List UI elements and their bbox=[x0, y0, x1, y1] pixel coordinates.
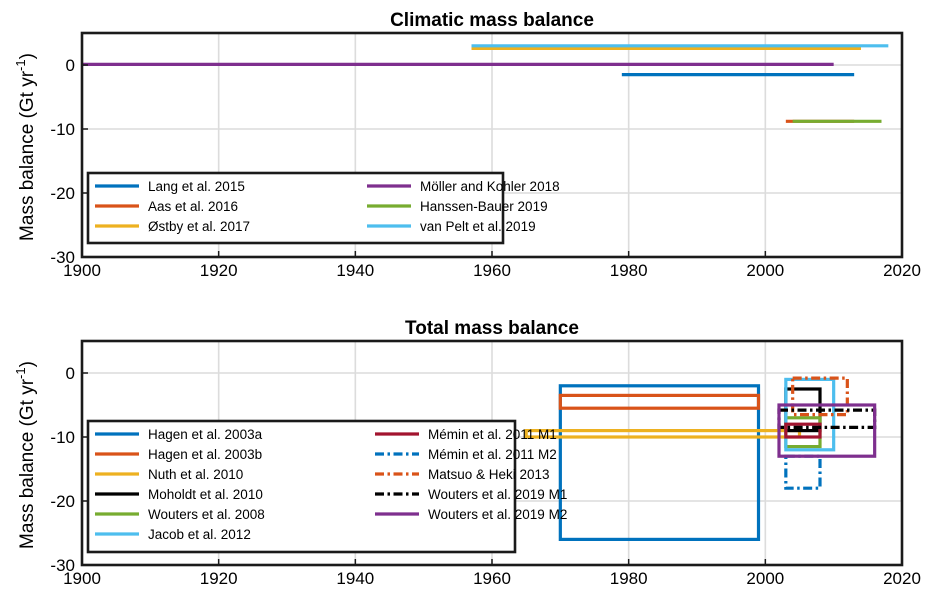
x-tick-label: 1920 bbox=[200, 569, 238, 588]
legend: Lang et al. 2015 Aas et al. 2016 Østby et … bbox=[86, 171, 560, 245]
legend-box bbox=[86, 171, 505, 245]
legend-label: Mémin et al. 2011 M2 bbox=[428, 447, 557, 462]
legend: Hagen et al. 2003a Hagen et al. 2003b Nuth… bbox=[86, 419, 567, 554]
y-tick-label: 0 bbox=[66, 56, 75, 75]
x-tick-label: 2000 bbox=[746, 261, 784, 280]
chart-panel-2: 1900 1920 1940 1960 1980 2000 2020 0 -10 -20 -30 To… bbox=[13, 318, 921, 588]
x-tick-label: 1900 bbox=[63, 261, 101, 280]
legend-label: Wouters et al. 2019 M1 bbox=[428, 487, 567, 502]
x-tick-label: 1940 bbox=[336, 261, 374, 280]
y-axis-label: Mass balance (Gt yr-1) bbox=[13, 53, 38, 241]
legend-label: Mémin et al. 2011 M1 bbox=[428, 427, 557, 442]
legend-label: Nuth et al. 2010 bbox=[148, 467, 243, 482]
legend-label: Aas et al. 2016 bbox=[148, 199, 238, 214]
x-tick-label: 2020 bbox=[883, 261, 921, 280]
x-tick-label: 1940 bbox=[336, 569, 374, 588]
legend-label: Möller and Kohler 2018 bbox=[420, 179, 560, 194]
y-tick-label: -10 bbox=[50, 428, 75, 447]
chart-panel-1: 1900 1920 1940 1960 1980 2000 2020 0 -10 -20 -30 Cl… bbox=[13, 10, 921, 280]
y-tick-label: -20 bbox=[50, 492, 75, 511]
series-box-0 bbox=[558, 384, 761, 541]
series-box-5 bbox=[784, 377, 836, 452]
legend-label: Wouters et al. 2019 M2 bbox=[428, 507, 567, 522]
legend-label: Hagen et al. 2003b bbox=[148, 447, 262, 462]
legend-label: Jacob et al. 2012 bbox=[148, 527, 251, 542]
legend-label: Wouters et al. 2008 bbox=[148, 507, 265, 522]
series-box-10 bbox=[777, 403, 877, 458]
x-tick-label: 1920 bbox=[200, 261, 238, 280]
series-box-1 bbox=[558, 393, 761, 410]
chart-title: Total mass balance bbox=[405, 318, 579, 339]
legend-label: Moholdt et al. 2010 bbox=[148, 487, 263, 502]
x-tick-label: 1960 bbox=[473, 569, 511, 588]
x-tick-label: 1980 bbox=[610, 261, 648, 280]
series-box-6 bbox=[784, 422, 822, 439]
y-tick-label: -20 bbox=[50, 184, 75, 203]
y-tick-label: -30 bbox=[50, 556, 75, 575]
y-tick-label: 0 bbox=[66, 364, 75, 383]
series-box-8 bbox=[791, 376, 849, 417]
series-box-7 bbox=[784, 454, 822, 490]
series-box-2 bbox=[524, 429, 802, 439]
x-tick-label: 1900 bbox=[63, 569, 101, 588]
x-tick-label: 2020 bbox=[883, 569, 921, 588]
legend-label: Lang et al. 2015 bbox=[148, 179, 245, 194]
legend-box bbox=[86, 419, 517, 554]
legend-label: Hagen et al. 2003a bbox=[148, 427, 263, 442]
legend-label: van Pelt et al. 2019 bbox=[420, 219, 536, 234]
y-axis-label: Mass balance (Gt yr-1) bbox=[13, 361, 38, 549]
x-tick-label: 1960 bbox=[473, 261, 511, 280]
legend-label: Hanssen-Bauer 2019 bbox=[420, 199, 548, 214]
legend-label: Matsuo & Heki 2013 bbox=[428, 467, 550, 482]
x-tick-label: 2000 bbox=[746, 569, 784, 588]
chart-title: Climatic mass balance bbox=[390, 10, 594, 31]
legend-label: Østby et al. 2017 bbox=[148, 219, 250, 234]
x-tick-label: 1980 bbox=[610, 569, 648, 588]
y-tick-label: -30 bbox=[50, 248, 75, 267]
y-tick-label: -10 bbox=[50, 120, 75, 139]
